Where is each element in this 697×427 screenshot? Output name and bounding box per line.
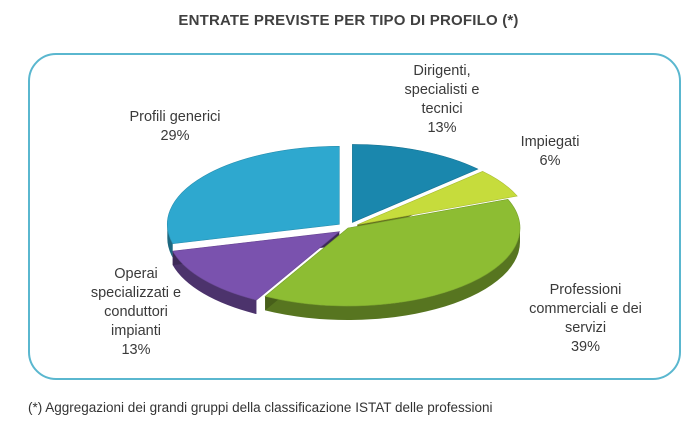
slice-label-professioni: Professioni commerciali e dei servizi 39… xyxy=(498,281,673,357)
slice-label-dirigenti: Dirigenti, specialisti e tecnici 13% xyxy=(372,62,512,138)
pie-slice-profili xyxy=(167,146,339,243)
slice-label-profili: Profili generici 29% xyxy=(100,108,250,146)
footnote: (*) Aggregazioni dei grandi gruppi della… xyxy=(28,400,493,415)
slice-label-impiegati: Impiegati 6% xyxy=(500,133,600,171)
slice-label-operai: Operai specializzati e conduttori impian… xyxy=(66,265,206,360)
